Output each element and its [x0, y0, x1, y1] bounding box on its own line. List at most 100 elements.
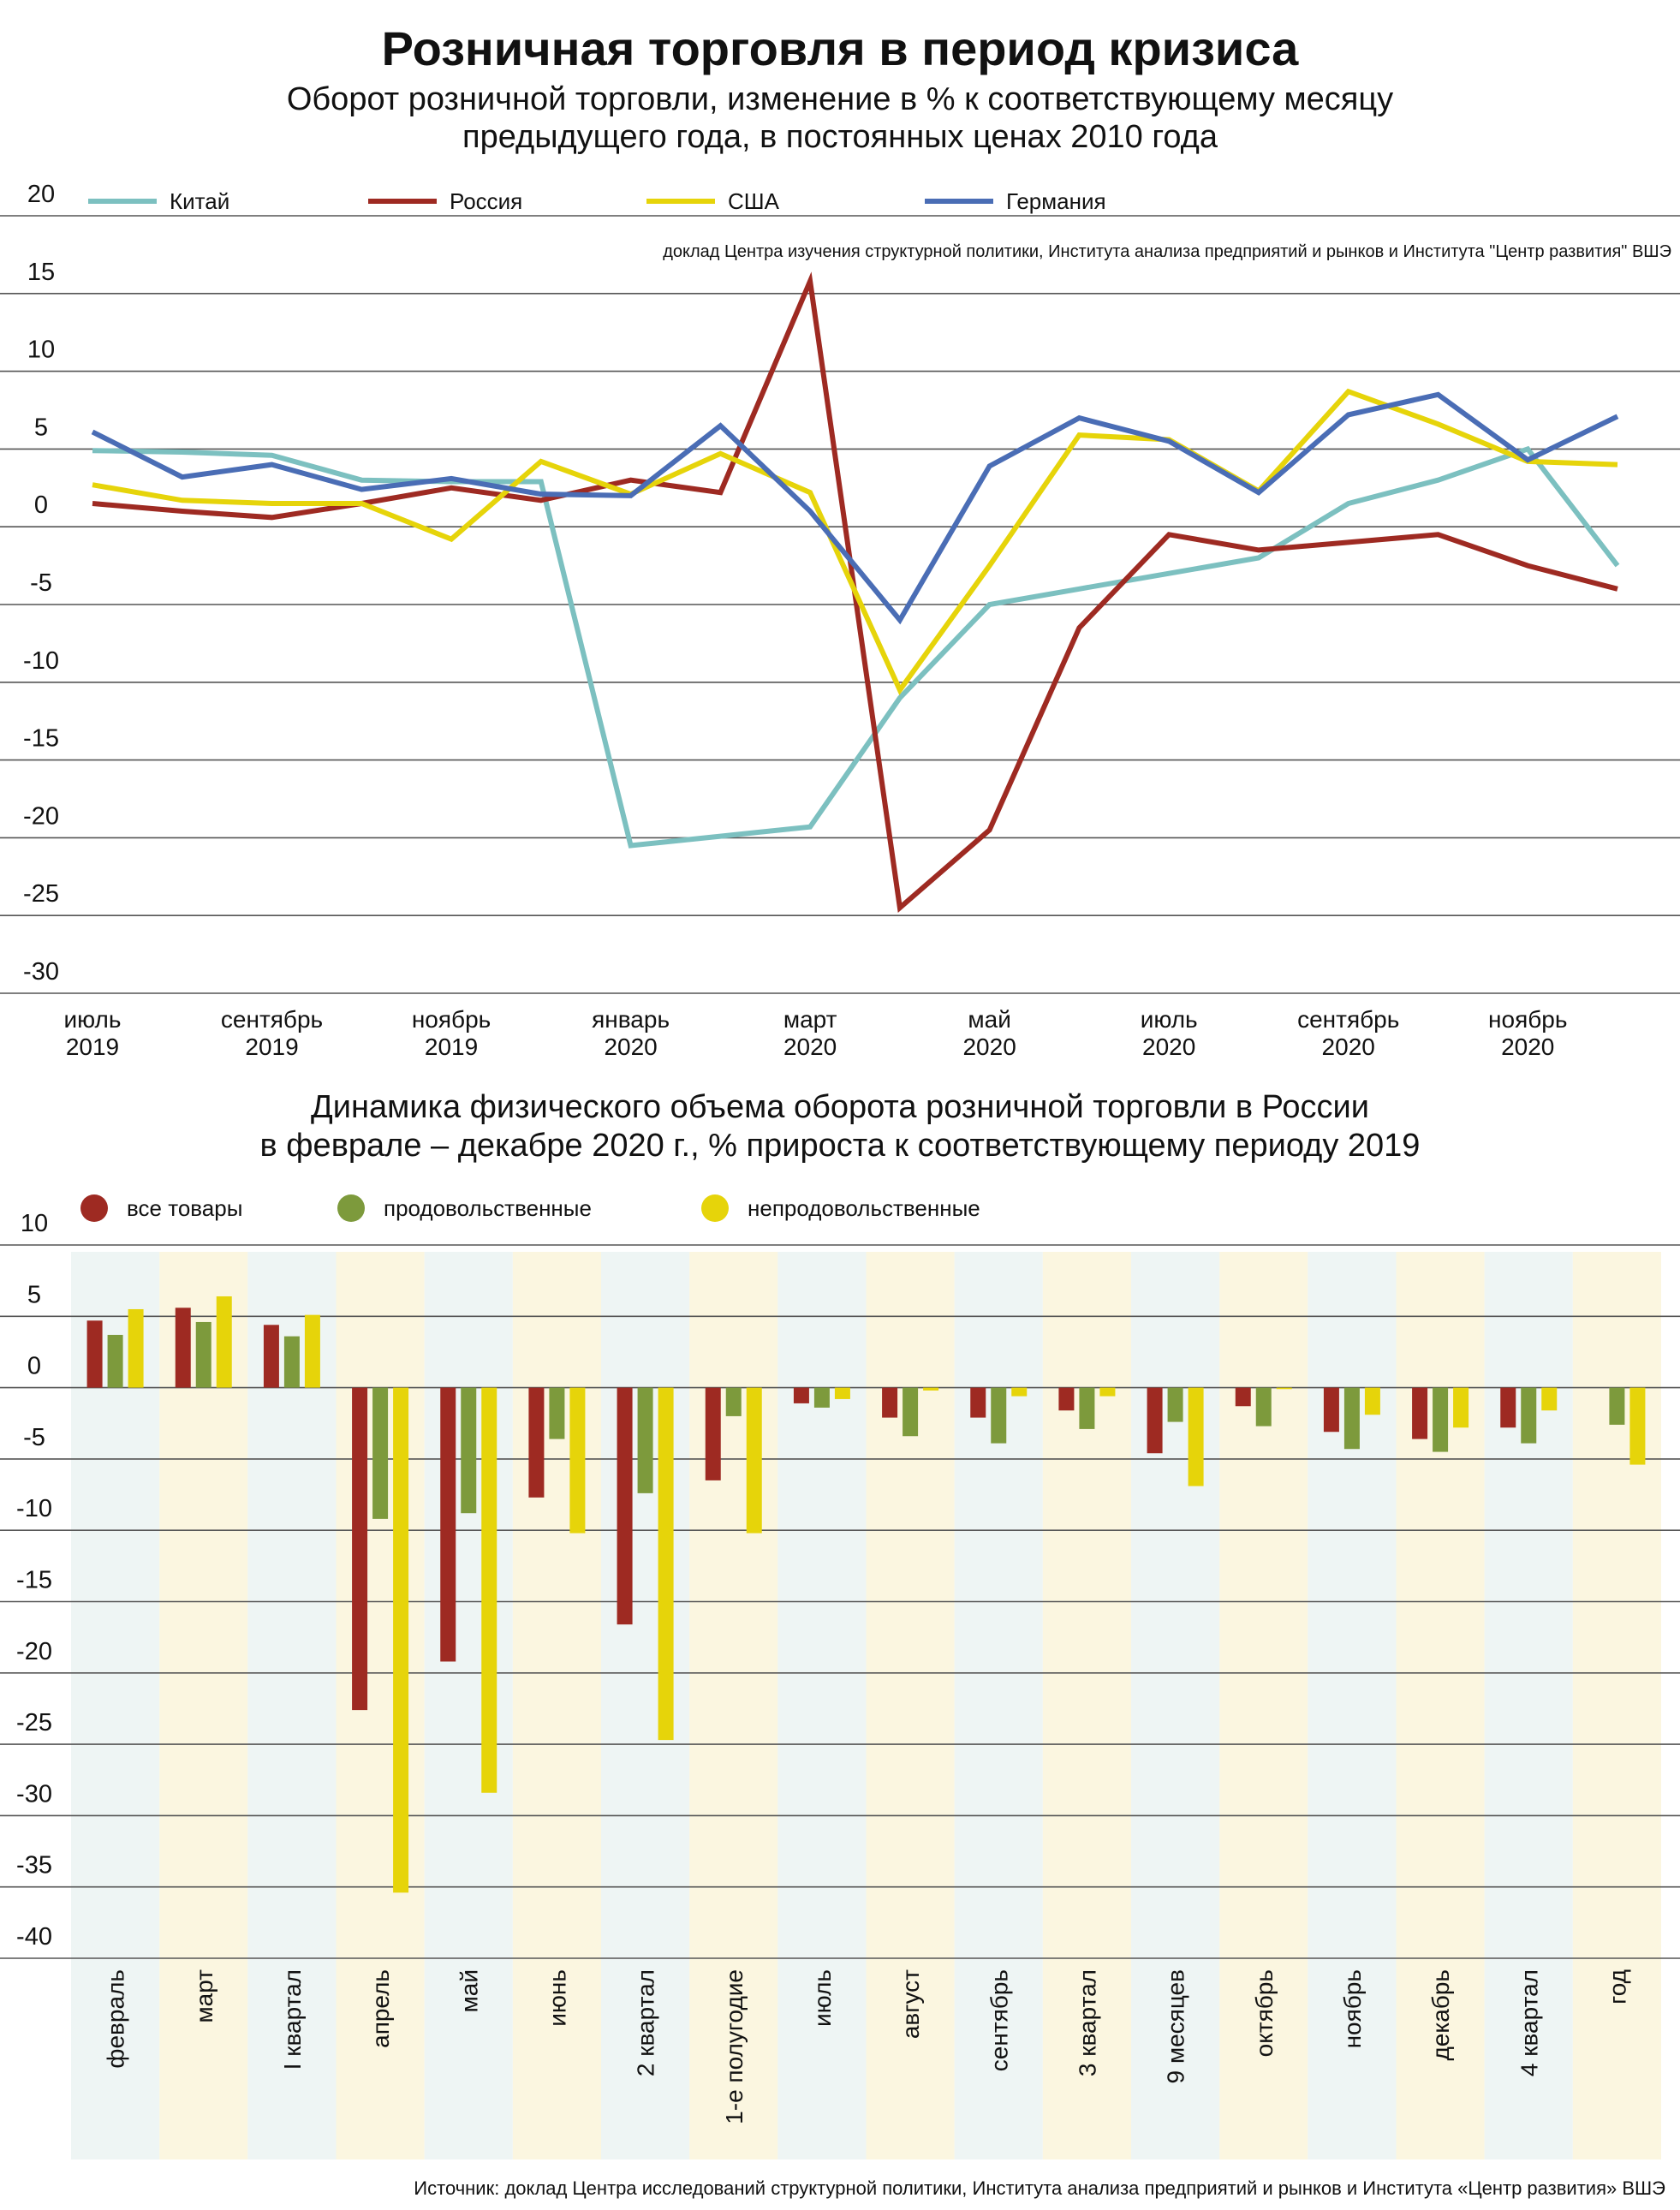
line-chart-y-tick: 5 [34, 414, 48, 441]
line-chart-title-line-1: Оборот розничной торговли, изменение в %… [287, 81, 1393, 117]
bar-category-label: март [191, 1969, 217, 2023]
bar-2 [991, 1387, 1007, 1444]
bar-3 [1453, 1387, 1469, 1428]
bar-1 [970, 1387, 986, 1418]
line-chart-x-tick-year: 2020 [783, 1034, 837, 1060]
bar-2 [725, 1387, 742, 1416]
bar-chart-y-tick: 10 [21, 1210, 48, 1237]
line-chart-x-tick-year: 2020 [1322, 1034, 1375, 1060]
line-chart-x-tick-month: январь [592, 1006, 670, 1033]
line-chart-x-tick-month: март [783, 1006, 837, 1033]
bar-1 [882, 1387, 898, 1418]
bar-1 [528, 1387, 545, 1498]
bar-2 [1079, 1387, 1095, 1429]
line-chart-y-tick: 20 [27, 181, 55, 208]
bar-2 [1343, 1387, 1360, 1450]
line-chart-x-tick-month: май [968, 1006, 1010, 1033]
line-chart-x-tick-month: сентябрь [1297, 1006, 1399, 1033]
bar-2 [813, 1387, 830, 1408]
bar-1 [617, 1387, 633, 1625]
bar-category-label: май [456, 1969, 482, 2012]
line-chart-x-tick-month: ноябрь [412, 1006, 491, 1033]
bar-chart-y-tick: 0 [27, 1353, 41, 1380]
line-chart-x-tick-month: ноябрь [1488, 1006, 1567, 1033]
bar-category-label: 1-е полугодие [721, 1969, 748, 2124]
line-chart-x-tick-year: 2019 [425, 1034, 478, 1060]
line-chart-x-tick-month: сентябрь [221, 1006, 323, 1033]
line-chart-x-tick-month: июль [64, 1006, 122, 1033]
bar-chart-y-tick: -15 [16, 1567, 52, 1594]
bar-2 [637, 1387, 653, 1493]
bar-3 [923, 1387, 939, 1391]
bar-chart-title-line-2: в феврале – декабре 2020 г., % прироста … [260, 1128, 1421, 1164]
line-chart-y-tick: 0 [34, 491, 48, 519]
line-series-3 [92, 388, 1618, 695]
bar-2 [1433, 1387, 1449, 1452]
bar-1 [352, 1387, 368, 1711]
bar-column-background [71, 1252, 160, 2159]
bar-2 [549, 1387, 565, 1439]
bar-3 [569, 1387, 586, 1534]
bar-column-background [247, 1252, 337, 2159]
bar-chart-y-tick: -30 [16, 1780, 52, 1808]
bar-1 [86, 1320, 103, 1388]
bar-3 [1364, 1387, 1380, 1415]
legend-label: Германия [1006, 188, 1106, 214]
bar-category-label: 9 месяцев [1163, 1969, 1189, 2084]
bar-1 [1323, 1387, 1339, 1433]
bar-2 [283, 1336, 300, 1388]
line-chart-x-axis: июль2019сентябрь2019ноябрь2019январь2020… [64, 1006, 1568, 1060]
bar-chart-categories: февраль март I квартал апрель май июнь 2 кварт… [103, 1969, 1631, 2124]
bar-1 [175, 1308, 191, 1388]
line-chart-x-tick-year: 2020 [962, 1034, 1016, 1060]
line-chart-x-tick-year: 2019 [66, 1034, 119, 1060]
bar-3 [128, 1308, 144, 1388]
bar-chart-y-tick: -10 [16, 1495, 52, 1522]
legend-swatch [80, 1194, 108, 1222]
bar-1 [440, 1387, 456, 1662]
line-chart-y-tick: 10 [27, 337, 55, 364]
source-footnote: Источник: доклад Центра исследований стр… [414, 2177, 1665, 2199]
legend-swatch [337, 1194, 365, 1222]
page-title: Розничная торговля в период кризиса [382, 21, 1300, 75]
bar-2 [461, 1387, 477, 1514]
bar-category-label: сентябрь [986, 1969, 1012, 2071]
bar-1 [1058, 1387, 1075, 1411]
line-chart-series [91, 271, 1620, 913]
legend-label: продовольственные [384, 1195, 592, 1221]
bar-3 [393, 1387, 409, 1893]
bar-1 [1412, 1387, 1428, 1439]
bar-column-background [159, 1252, 248, 2159]
line-series-1 [92, 445, 1620, 849]
bar-category-label: 3 квартал [1074, 1969, 1100, 2076]
bar-category-label: февраль [103, 1969, 129, 2069]
bar-2 [1167, 1387, 1183, 1422]
bar-3 [1276, 1387, 1292, 1390]
bar-chart-y-tick: -20 [16, 1638, 52, 1665]
bar-chart-bars [86, 1296, 1646, 1893]
bar-1 [705, 1387, 721, 1480]
bar-category-label: I квартал [279, 1969, 306, 2070]
line-chart-y-axis: 20 15 10 5 0 -5 -10 -15 -20 -25 -30 [23, 181, 59, 986]
bar-1 [793, 1387, 809, 1403]
bar-3 [834, 1387, 850, 1399]
line-chart-x-tick-year: 2020 [1142, 1034, 1195, 1060]
line-chart: Оборот розничной торговли, изменение в %… [0, 81, 1680, 1060]
bar-3 [1629, 1387, 1646, 1465]
bar-category-label: 2 квартал [633, 1969, 659, 2076]
bar-2 [107, 1334, 123, 1388]
bar-3 [1099, 1387, 1116, 1397]
bar-3 [746, 1387, 762, 1534]
bar-category-label: ноябрь [1339, 1969, 1366, 2048]
bar-chart-y-tick: -40 [16, 1923, 52, 1951]
bar-category-label: декабрь [1427, 1969, 1454, 2061]
bar-2 [1609, 1387, 1625, 1425]
bar-category-label: год [1604, 1969, 1630, 2004]
bar-category-label: июль [809, 1969, 836, 2027]
line-chart-y-tick: -10 [23, 647, 59, 675]
line-chart-y-tick: -5 [30, 569, 52, 597]
bar-2 [903, 1387, 919, 1437]
bar-3 [304, 1314, 320, 1388]
legend-label: Россия [450, 188, 522, 214]
